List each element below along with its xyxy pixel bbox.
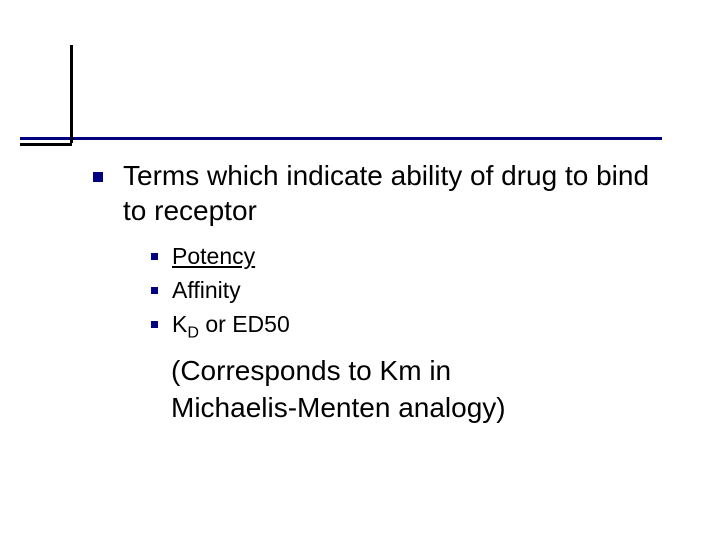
square-bullet-icon: [93, 172, 103, 182]
decor-hline-short: [20, 143, 72, 146]
square-bullet-icon: [151, 287, 158, 294]
content-block: Terms which indicate ability of drug to …: [93, 158, 663, 426]
level1-text: Terms which indicate ability of drug to …: [123, 158, 663, 228]
level2-group: Potency Affinity KD or ED50: [151, 242, 663, 343]
note-block: (Corresponds to Km in Michaelis-Menten a…: [171, 353, 663, 426]
slide: Terms which indicate ability of drug to …: [0, 0, 720, 540]
level2-text-kd: KD or ED50: [172, 310, 290, 344]
square-bullet-icon: [151, 321, 158, 328]
decor-hline-long: [20, 137, 662, 140]
level2-item: KD or ED50: [151, 310, 663, 344]
decor-vline: [70, 45, 73, 143]
note-line: (Corresponds to Km in: [171, 353, 663, 389]
level2-item: Affinity: [151, 276, 663, 306]
kd-sub: D: [187, 323, 199, 341]
kd-prefix: K: [172, 311, 187, 337]
level2-text: Potency: [172, 242, 255, 272]
note-line: Michaelis-Menten analogy): [171, 390, 663, 426]
kd-suffix: or ED50: [199, 311, 290, 337]
level2-item: Potency: [151, 242, 663, 272]
level2-text: Affinity: [172, 276, 241, 306]
square-bullet-icon: [151, 253, 158, 260]
level1-item: Terms which indicate ability of drug to …: [93, 158, 663, 228]
